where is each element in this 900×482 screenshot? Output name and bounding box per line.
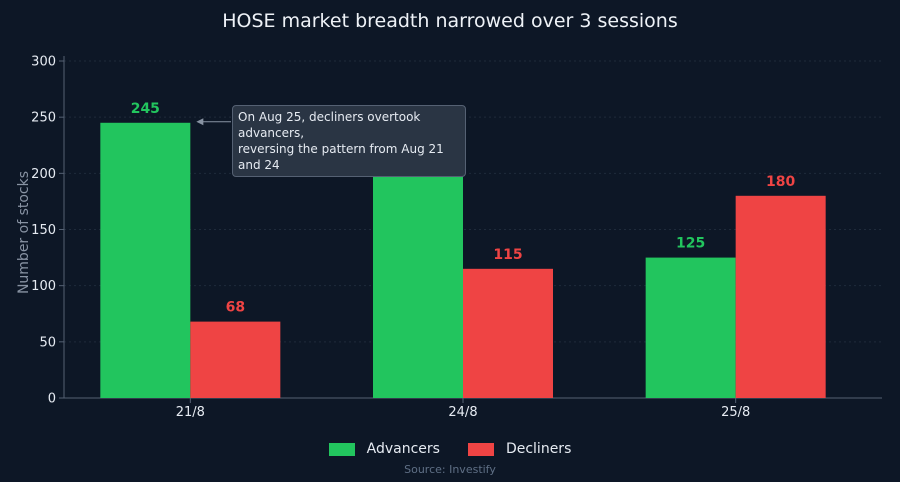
- annotation-line-2: reversing the pattern from Aug 21 and 24: [238, 142, 444, 172]
- y-tick-label: 300: [31, 55, 56, 70]
- bar-advancers-25-8: [645, 257, 736, 398]
- x-tick-label: 24/8: [448, 405, 477, 420]
- chart-title: HOSE market breadth narrowed over 3 sess…: [222, 10, 678, 32]
- y-axis-title: Number of stocks: [16, 171, 32, 294]
- bar-advancers-21-8: [100, 122, 191, 399]
- x-tick-label: 25/8: [721, 405, 750, 420]
- legend-label-advancers: Advancers: [366, 441, 440, 457]
- bar-decliners-21-8: [190, 321, 281, 398]
- source-note: Source: Investify: [404, 463, 496, 476]
- y-tick-label: 0: [48, 392, 56, 407]
- data-label: 68: [226, 300, 245, 316]
- bar-decliners-25-8: [735, 195, 826, 398]
- y-tick-label: 200: [31, 167, 56, 182]
- legend-item-decliners: Decliners: [467, 441, 572, 457]
- data-label: 125: [676, 236, 705, 252]
- legend-item-advancers: Advancers: [328, 441, 440, 457]
- annotation-arrow-head: [196, 118, 204, 126]
- y-tick-label: 250: [31, 111, 56, 126]
- data-label: 115: [493, 247, 522, 263]
- data-label: 245: [131, 101, 160, 117]
- bar-advancers-24-8: [373, 174, 463, 398]
- y-tick-label: 50: [39, 335, 56, 350]
- legend-swatch-advancers: [328, 442, 355, 456]
- annotation-box: On Aug 25, decliners overtook advancers,…: [232, 105, 466, 177]
- legend-label-decliners: Decliners: [505, 441, 572, 457]
- legend-swatch-decliners: [467, 442, 494, 456]
- data-label: 180: [766, 174, 795, 190]
- x-tick-label: 21/8: [176, 405, 205, 420]
- bar-decliners-24-8: [463, 268, 553, 398]
- annotation-line-1: On Aug 25, decliners overtook advancers,: [238, 110, 421, 140]
- legend: Advancers Decliners: [0, 441, 900, 457]
- y-tick-label: 100: [31, 279, 56, 294]
- y-tick-label: 150: [31, 223, 56, 238]
